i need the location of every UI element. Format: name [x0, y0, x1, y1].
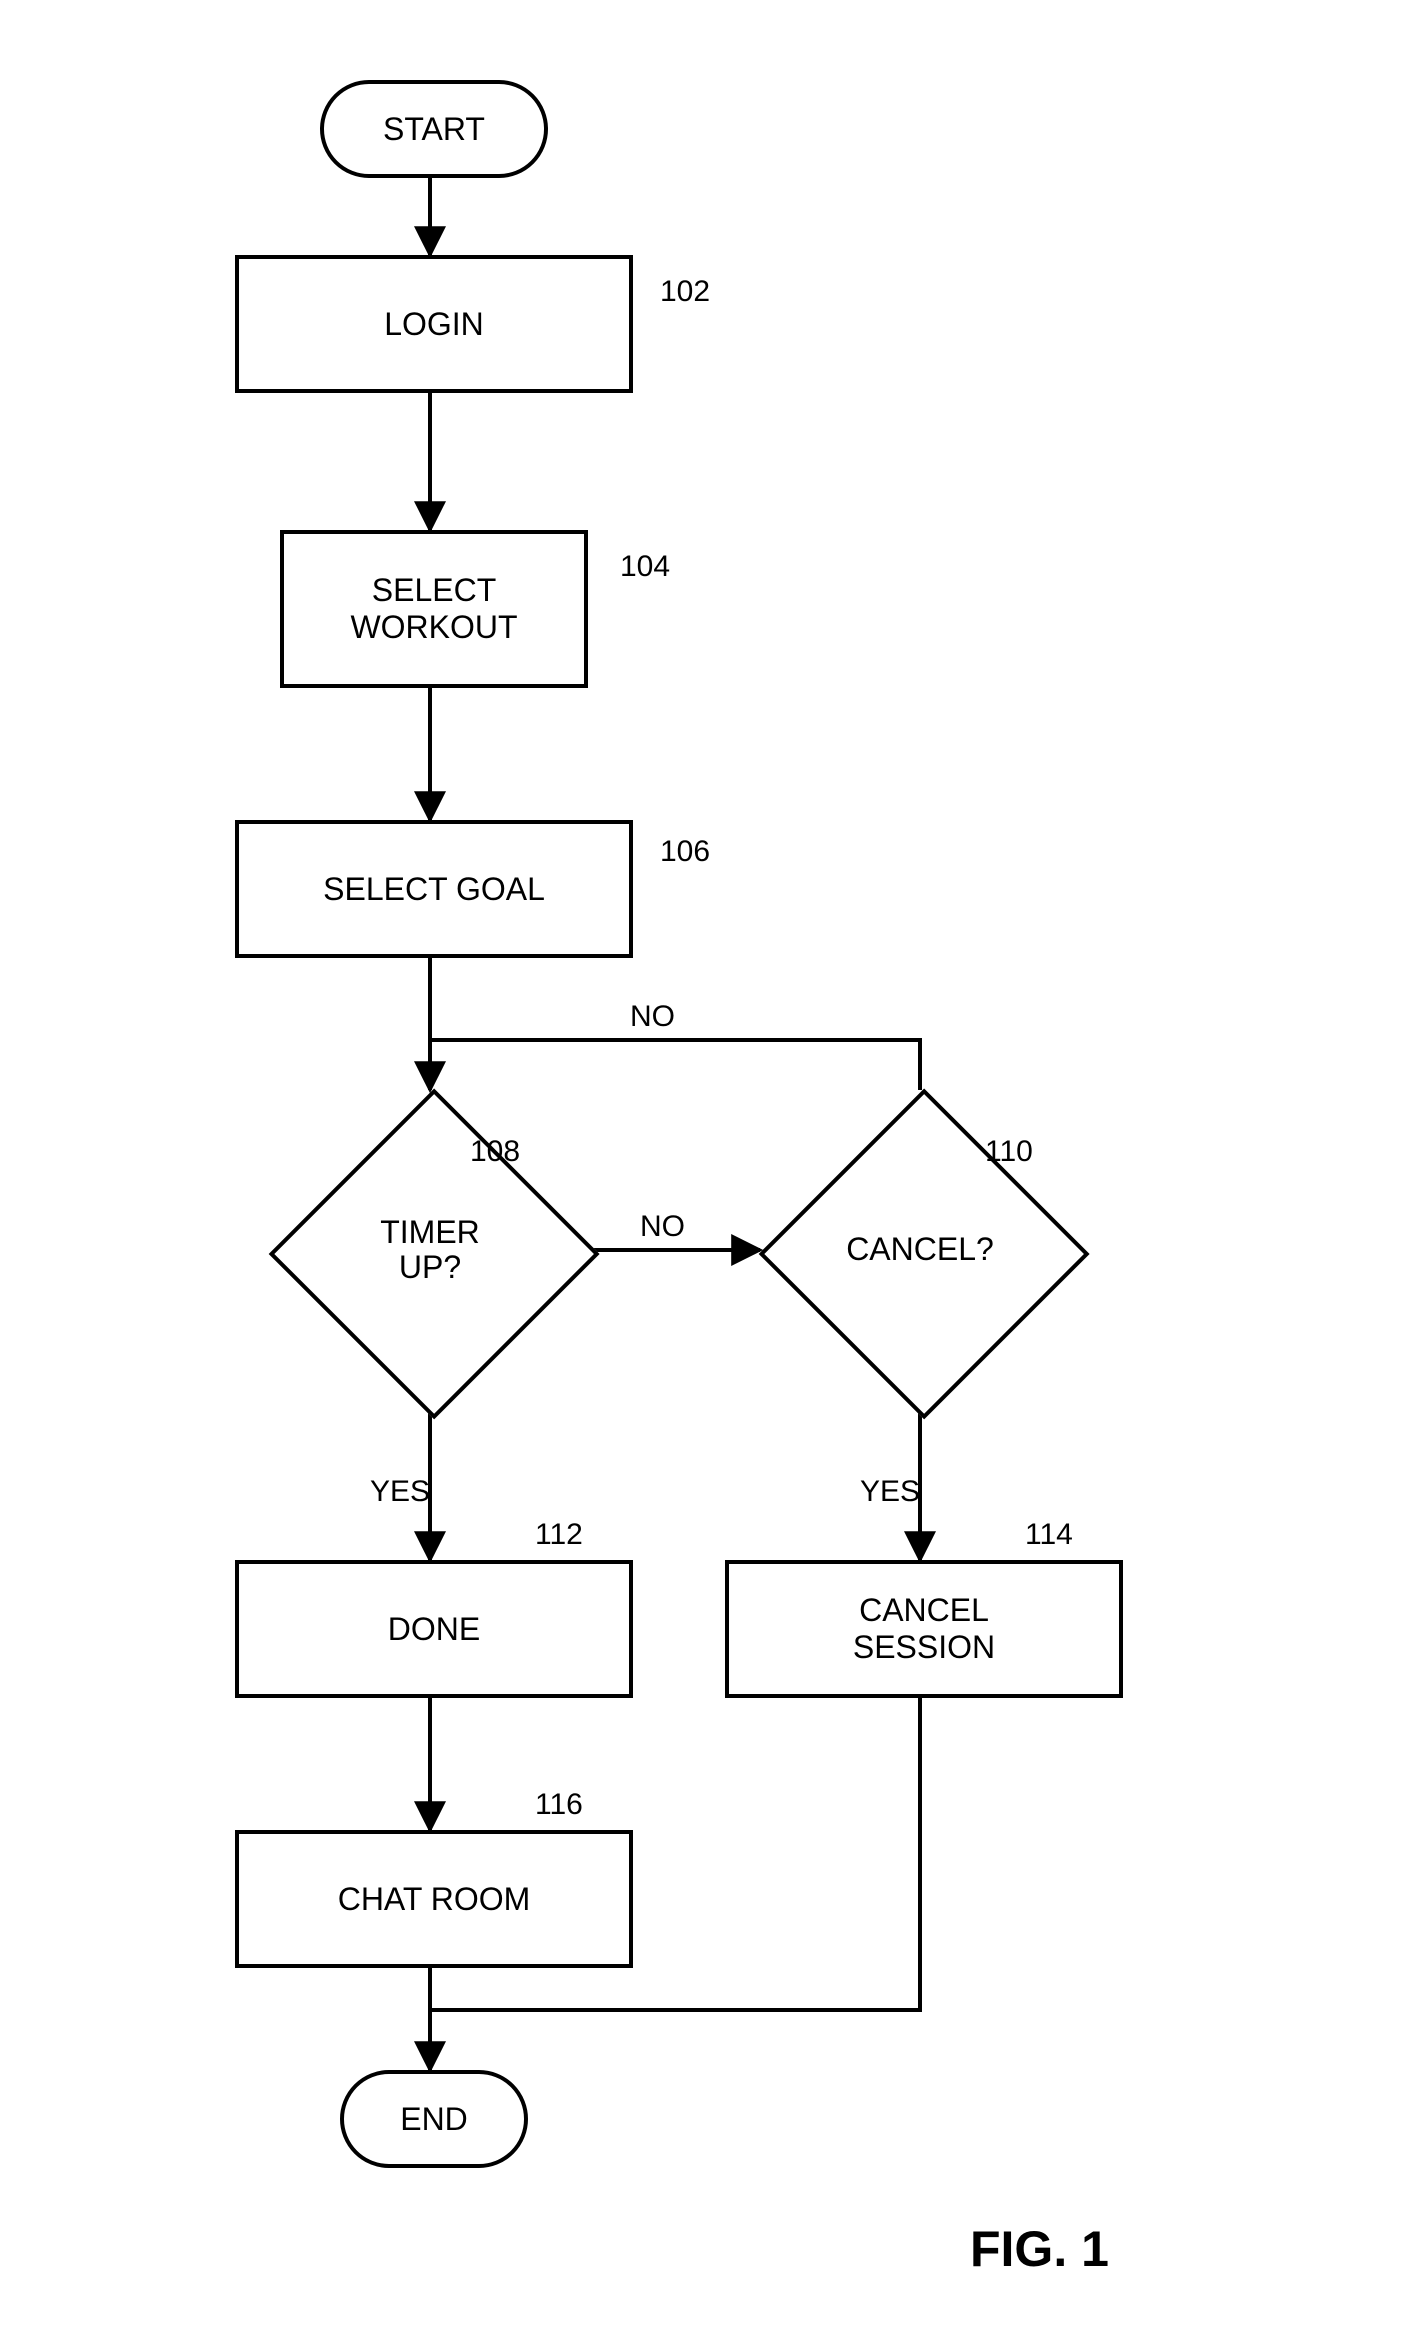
ref-chat-room: 116 [535, 1788, 583, 1822]
ref-timer-up: 108 [470, 1135, 520, 1169]
terminator-end: END [340, 2070, 528, 2168]
decision-timer-up-text: TIMERUP? [380, 1215, 480, 1285]
decision-timer-up-label: TIMERUP? [270, 1090, 590, 1410]
process-login: LOGIN [235, 255, 633, 393]
process-select-goal: SELECT GOAL [235, 820, 633, 958]
ref-login: 102 [660, 275, 710, 309]
process-cancel-session: CANCELSESSION [725, 1560, 1123, 1698]
process-login-label: LOGIN [384, 306, 484, 343]
ref-cancel: 110 [985, 1135, 1033, 1169]
edge-label-e6: NO [640, 1210, 685, 1244]
decision-cancel-text: CANCEL? [846, 1232, 994, 1267]
flowchart-canvas: START LOGIN 102 SELECTWORKOUT 104 SELECT… [0, 0, 1412, 2340]
figure-label: FIG. 1 [970, 2220, 1109, 2278]
process-chat-room-label: CHAT ROOM [338, 1881, 531, 1918]
decision-timer-up: TIMERUP? [270, 1090, 590, 1410]
terminator-start-label: START [383, 111, 485, 148]
process-cancel-session-label: CANCELSESSION [853, 1592, 995, 1666]
connectors-layer [0, 0, 1412, 2340]
edge-e7 [430, 1040, 920, 1090]
edge-label-e7: NO [630, 1000, 675, 1034]
terminator-end-label: END [400, 2101, 468, 2138]
process-select-workout-label: SELECTWORKOUT [350, 572, 517, 646]
edge-label-e5: YES [370, 1475, 430, 1509]
terminator-start: START [320, 80, 548, 178]
process-select-workout: SELECTWORKOUT [280, 530, 588, 688]
ref-cancel-session: 114 [1025, 1518, 1073, 1552]
edge-label-e8: YES [860, 1475, 920, 1509]
process-chat-room: CHAT ROOM [235, 1830, 633, 1968]
ref-select-goal: 106 [660, 835, 710, 869]
process-done-label: DONE [388, 1611, 480, 1648]
ref-select-workout: 104 [620, 550, 670, 584]
process-select-goal-label: SELECT GOAL [323, 871, 545, 908]
process-done: DONE [235, 1560, 633, 1698]
ref-done: 112 [535, 1518, 583, 1552]
